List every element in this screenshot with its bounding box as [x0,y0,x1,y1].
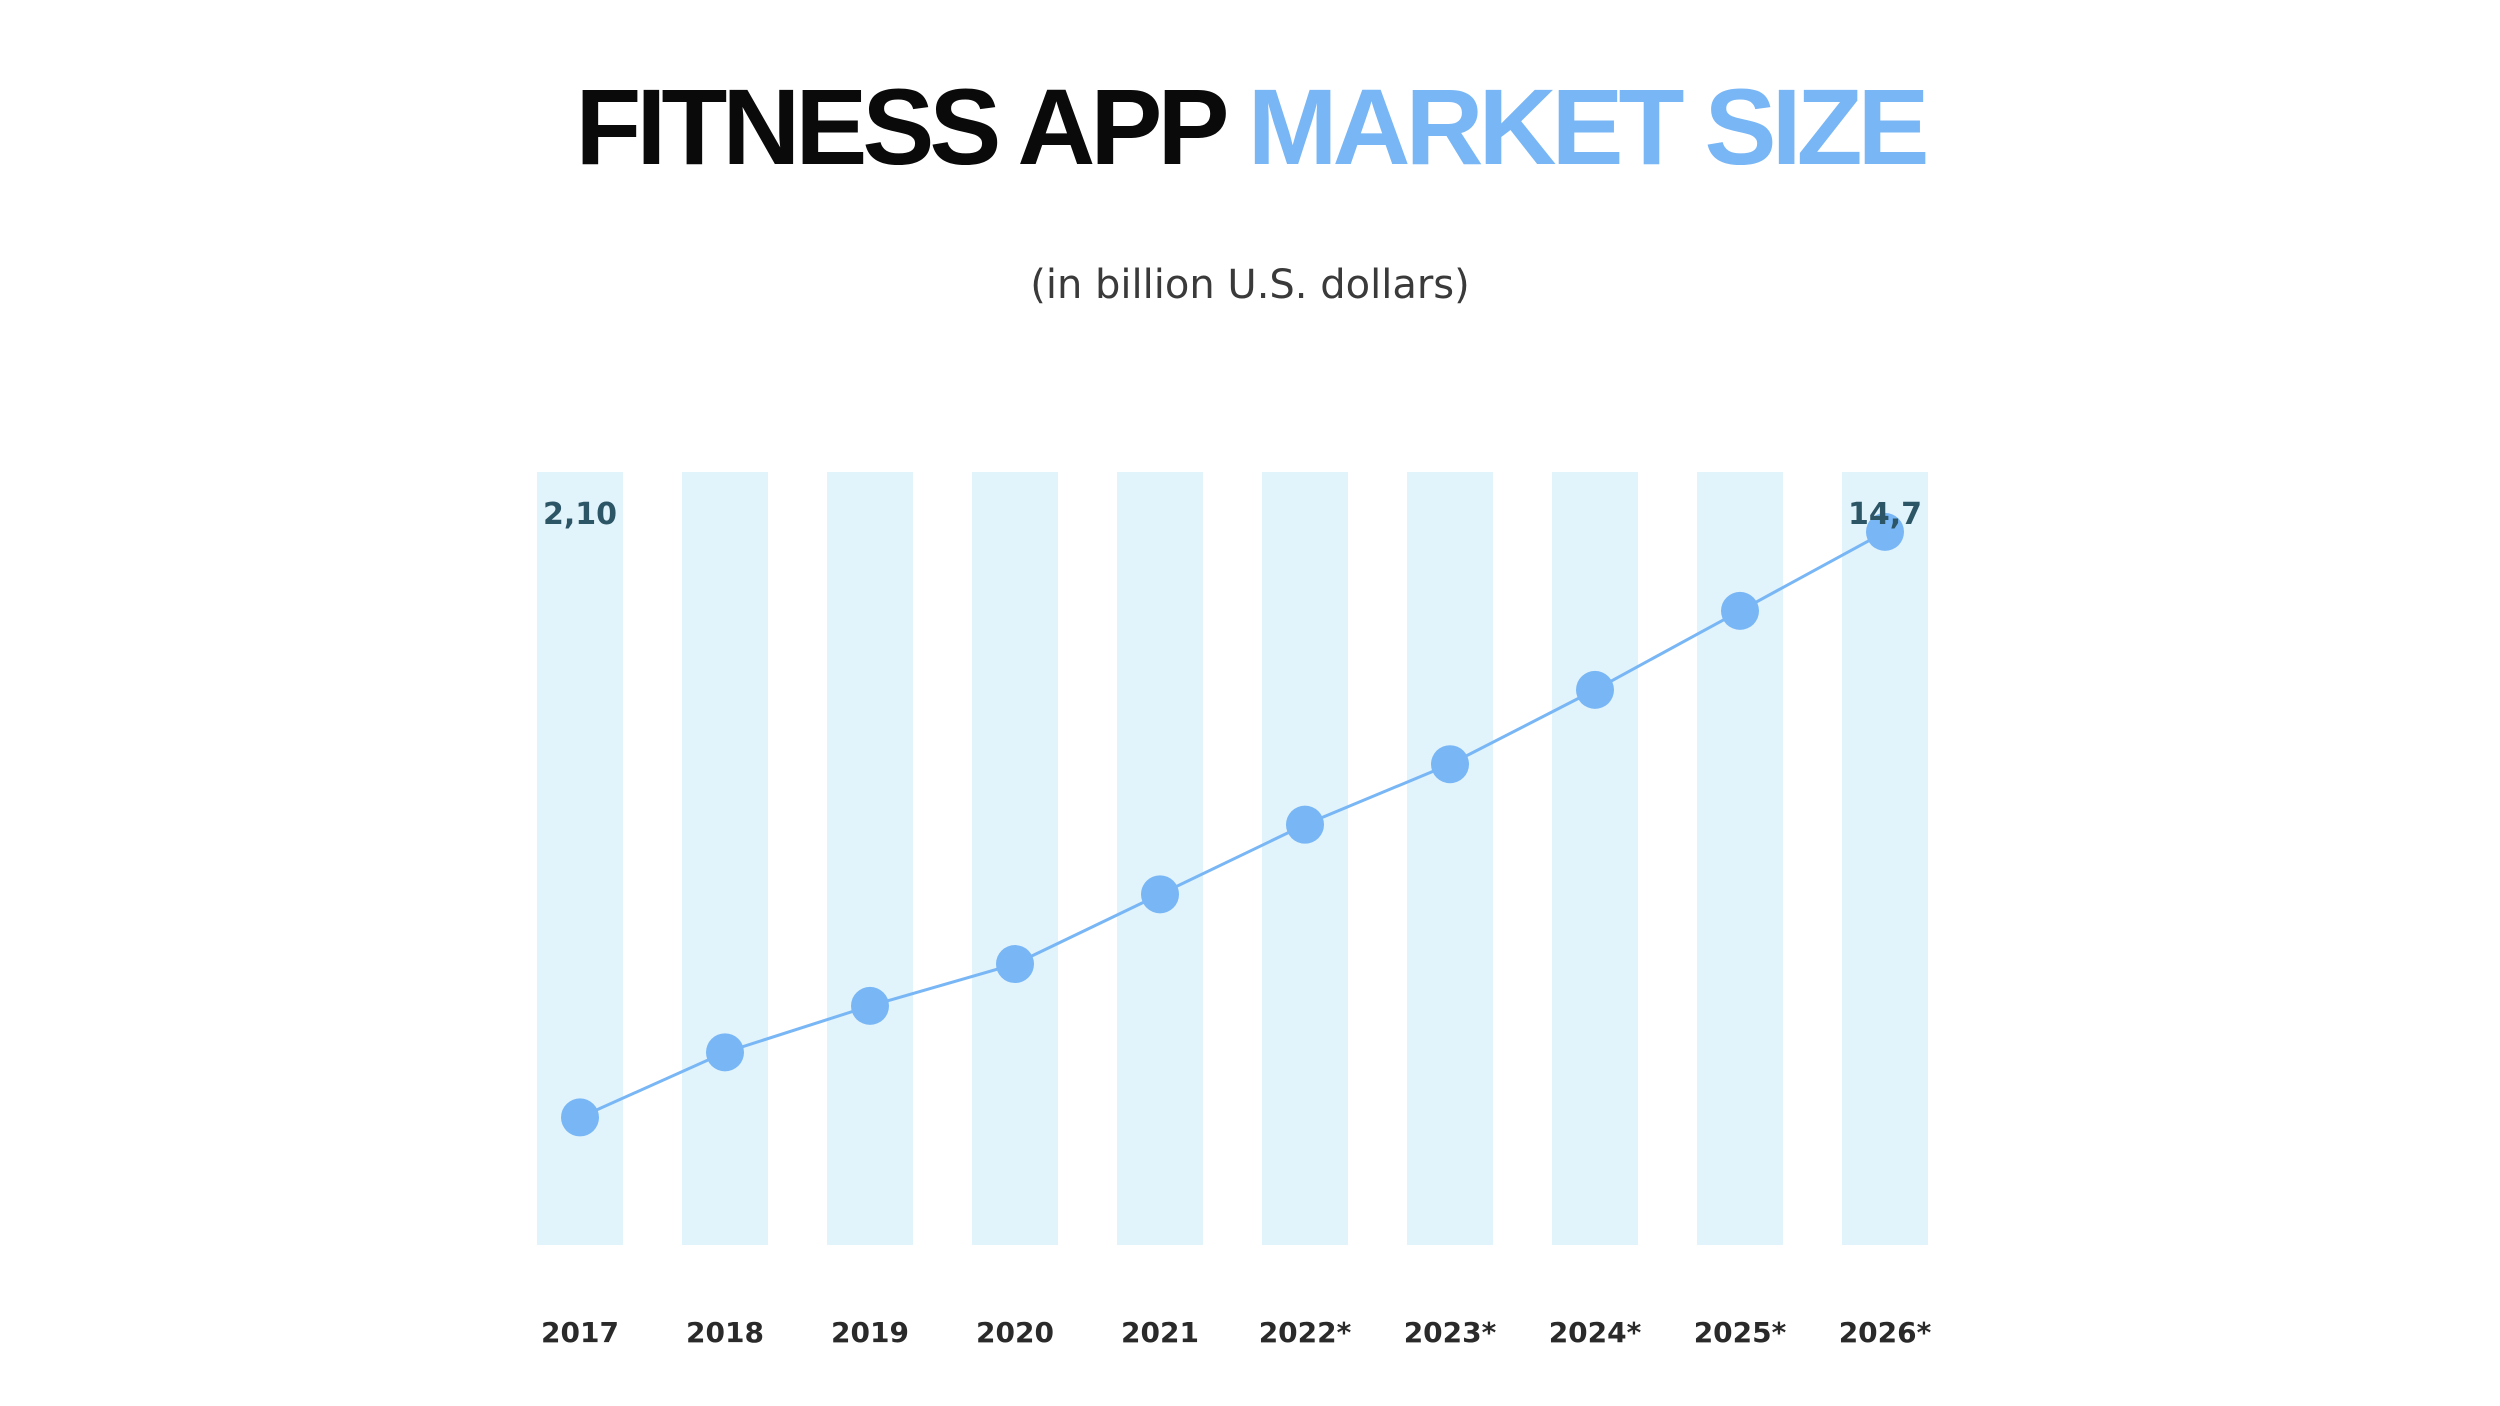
column-band [1842,472,1928,1245]
x-tick-label: 2022* [1259,1316,1352,1349]
data-point [1576,670,1614,709]
x-tick-label: 2021 [1121,1316,1199,1349]
chart-subtitle: (in billion U.S. dollars) [1030,262,1470,308]
x-tick-label: 2023* [1404,1316,1497,1349]
column-band [972,472,1058,1245]
column-band [1697,472,1783,1245]
series-line [579,530,1886,1119]
data-point [1431,745,1469,784]
chart-title: FITNESS APP MARKET SIZE [0,62,2500,192]
data-points [561,512,1904,1137]
column-bands [537,472,1928,1245]
data-point [561,1098,599,1137]
data-point [706,1033,744,1072]
x-tick-label: 2018 [686,1316,764,1349]
series-line-layer [579,530,1886,1119]
x-tick-label: 2025* [1694,1316,1787,1349]
title-part-accent: MARKET SIZE [1247,66,1930,187]
column-band [1552,472,1638,1245]
x-tick-label: 2024* [1549,1316,1642,1349]
data-point [1721,591,1759,630]
x-tick-label: 2017 [541,1316,619,1349]
data-label: 2,10 [543,497,617,532]
data-point [1286,805,1324,844]
column-band [1407,472,1493,1245]
x-tick-label: 2026* [1839,1316,1932,1349]
data-point [996,945,1034,984]
title-part-dark: FITNESS APP [575,66,1227,187]
x-tick-label: 2020 [976,1316,1054,1349]
column-band [682,472,768,1245]
data-point [1866,512,1904,551]
data-labels: 2,10 14,7 [543,497,1922,532]
column-band [1117,472,1203,1245]
data-point [851,986,889,1025]
column-band [827,472,913,1245]
x-tick-label: 2019 [831,1316,909,1349]
data-label: 14,7 [1848,497,1922,532]
x-axis-tick-labels: 2017 2018 2019 2020 2021 2022* 2023* 2024* 2025*… [541,1316,1932,1349]
column-band [1262,472,1348,1245]
data-point [1141,875,1179,914]
